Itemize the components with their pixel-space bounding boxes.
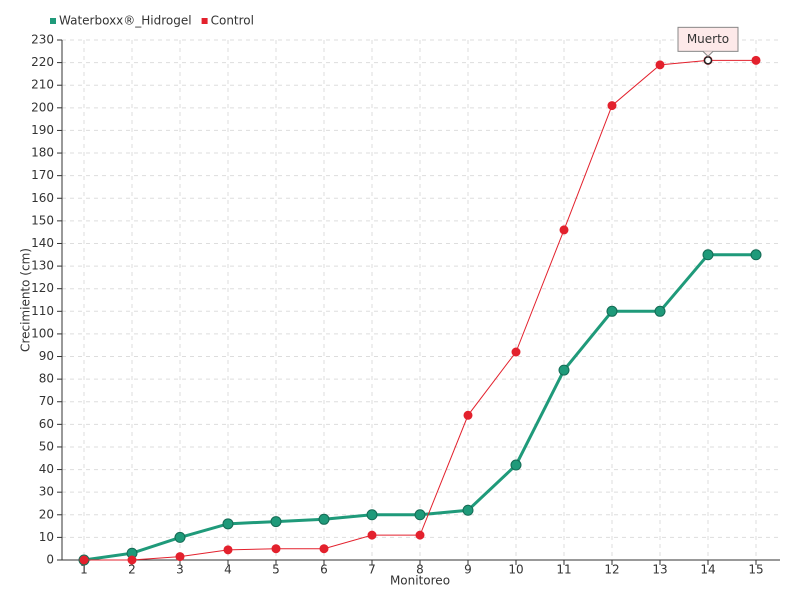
x-tick-label: 12	[604, 563, 619, 577]
data-point	[222, 518, 234, 530]
x-tick-label: 10	[508, 563, 523, 577]
y-tick-label: 220	[31, 55, 54, 69]
data-point	[366, 509, 378, 521]
x-tick-label: 15	[748, 563, 763, 577]
legend-swatch	[201, 18, 208, 24]
y-tick-label: 80	[39, 372, 54, 386]
data-point	[511, 347, 521, 357]
annotation-pointer	[702, 50, 714, 58]
data-point	[223, 545, 233, 555]
data-point	[270, 516, 282, 528]
x-tick-label: 7	[368, 563, 376, 577]
y-tick-label: 170	[31, 168, 54, 182]
x-tick-label: 3	[176, 563, 184, 577]
x-tick-label: 11	[556, 563, 571, 577]
data-point	[702, 249, 714, 261]
y-tick-label: 140	[31, 236, 54, 250]
y-tick-label: 0	[46, 553, 54, 567]
highlight-point	[703, 56, 713, 65]
data-point	[463, 410, 473, 420]
y-tick-label: 230	[31, 33, 54, 47]
x-tick-label: 13	[652, 563, 667, 577]
annotation-text: Muerto	[687, 32, 729, 46]
x-tick-label: 1	[80, 563, 88, 577]
data-point	[607, 101, 617, 111]
x-axis-label: Monitoreo	[390, 574, 450, 588]
data-point	[127, 555, 137, 565]
x-tick-label: 2	[128, 563, 136, 577]
y-tick-label: 110	[31, 304, 54, 318]
x-tick-label: 8	[416, 563, 424, 577]
y-tick-label: 180	[31, 146, 54, 160]
data-point	[606, 305, 618, 317]
x-tick-label: 9	[464, 563, 472, 577]
data-point	[462, 504, 474, 516]
data-point	[414, 509, 426, 521]
x-tick-label: 6	[320, 563, 328, 577]
y-tick-label: 190	[31, 123, 54, 137]
data-point	[175, 552, 185, 562]
y-tick-label: 60	[39, 417, 54, 431]
y-tick-label: 50	[39, 439, 54, 453]
data-point	[558, 364, 570, 376]
data-point	[271, 544, 281, 554]
data-point	[510, 459, 522, 471]
y-axis-label: Crecimiento (cm)	[19, 248, 33, 352]
y-tick-label: 210	[31, 78, 54, 92]
y-tick-label: 100	[31, 326, 54, 340]
data-point	[319, 544, 329, 554]
annotation-box	[677, 26, 739, 52]
y-tick-label: 70	[39, 394, 54, 408]
legend-label: Waterboxx®_Hidrogel	[59, 14, 192, 28]
data-point	[655, 60, 665, 70]
data-point	[79, 555, 89, 565]
data-point	[559, 225, 569, 235]
data-point	[654, 305, 666, 317]
data-point	[174, 531, 186, 543]
y-tick-label: 150	[31, 213, 54, 227]
y-tick-label: 200	[31, 100, 54, 114]
y-tick-label: 120	[31, 281, 54, 295]
data-point	[367, 530, 377, 540]
data-point	[415, 530, 425, 540]
legend-swatch	[50, 18, 56, 24]
y-tick-label: 30	[39, 485, 54, 499]
y-tick-label: 160	[31, 191, 54, 205]
legend-label: Control	[211, 14, 254, 28]
y-tick-label: 10	[39, 530, 54, 544]
data-point	[318, 513, 330, 525]
y-tick-label: 130	[31, 259, 54, 273]
x-tick-label: 14	[700, 563, 715, 577]
y-tick-label: 90	[39, 349, 54, 363]
y-tick-label: 40	[39, 462, 54, 476]
data-point	[750, 249, 762, 261]
x-tick-label: 5	[272, 563, 280, 577]
x-tick-label: 4	[224, 563, 232, 577]
data-point	[751, 55, 761, 65]
y-tick-label: 20	[39, 507, 54, 521]
